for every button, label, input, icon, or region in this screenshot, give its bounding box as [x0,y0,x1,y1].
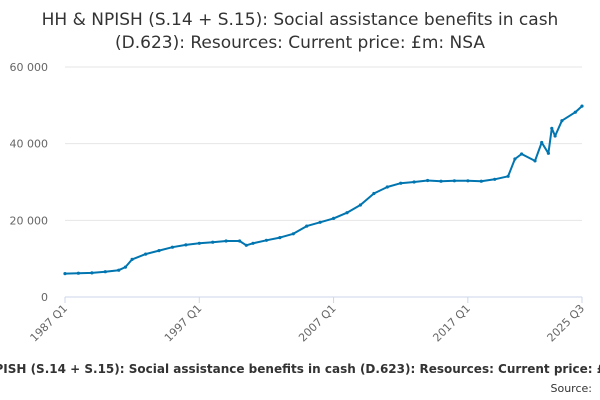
data-point [493,177,497,181]
data-point [184,243,188,247]
data-point [211,240,215,244]
y-tick-label: 40 000 [10,138,49,151]
chart-title-line-2: (D.623): Resources: Current price: £m: N… [115,33,485,53]
data-point [130,257,134,261]
data-point [345,211,349,215]
data-point [278,236,282,240]
data-point [513,157,517,161]
data-point [170,245,174,249]
data-point [426,178,430,183]
data-point [553,134,557,138]
chart-title: HH & NPISH (S.14 + S.15): Social assista… [42,10,559,53]
data-point [506,174,510,178]
source-label: Source: [551,382,593,395]
data-point [244,243,248,247]
data-point [580,104,584,108]
legend: HH & NPISH (S.14 + S.15): Social assista… [0,362,600,376]
chart-title-line-1: HH & NPISH (S.14 + S.15): Social assista… [42,10,559,30]
data-point [251,241,255,245]
data-point [466,179,470,183]
data-point [264,238,268,242]
data-point [533,159,537,163]
data-point [117,268,121,272]
x-tick-label: 2017 Q1 [430,302,473,345]
data-point [385,185,389,189]
y-tick-label: 60 000 [10,61,49,74]
gridlines [65,66,582,221]
data-point [332,216,336,220]
data-point [452,179,456,183]
data-point [291,232,295,236]
data-point [399,181,403,185]
legend-label: HH & NPISH (S.14 + S.15): Social assista… [0,362,600,376]
x-axis: 1987 Q1 1997 Q1 2007 Q1 2017 Q1 2025 Q3 [28,296,588,345]
x-tick-label: 2007 Q1 [296,302,339,345]
y-tick-label: 20 000 [10,214,49,227]
data-point [197,241,201,245]
data-point [90,271,94,275]
data-point [305,224,309,228]
data-point [540,140,544,145]
data-point [358,203,362,207]
data-point [63,272,67,276]
data-point [550,126,554,130]
series-area [63,104,584,276]
data-point [546,151,551,155]
x-tick-label: 2025 Q3 [545,302,588,345]
data-point [103,270,107,274]
data-point [157,249,161,253]
data-point [76,271,80,275]
series-line [64,105,583,275]
x-tick-label: 1987 Q1 [28,302,71,345]
data-point [123,265,127,269]
data-point [224,239,228,243]
data-point [520,152,524,156]
data-point [318,220,322,224]
y-tick-label: 0 [41,291,48,304]
data-point [573,110,577,114]
data-point [238,239,242,243]
data-point [412,180,416,184]
y-axis-ticks: 0 20 000 40 000 60 000 [10,61,49,304]
data-point [560,119,564,123]
x-tick-label: 1997 Q1 [162,302,205,345]
data-point [479,179,483,183]
data-point [372,191,376,196]
data-point [439,179,443,183]
data-point [144,252,148,256]
